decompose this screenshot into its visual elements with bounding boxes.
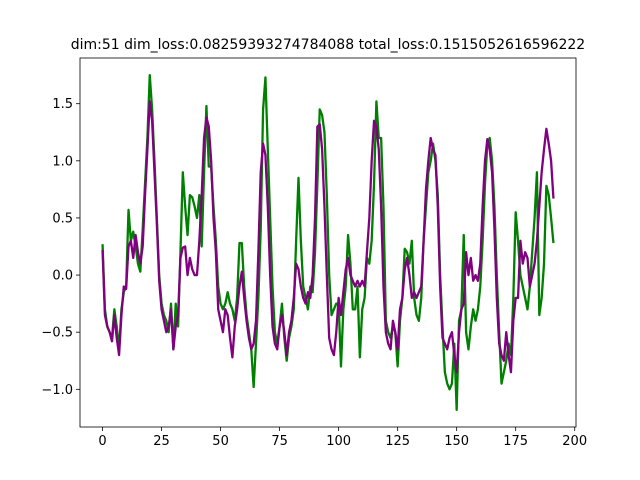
x-tick-label: 0	[98, 434, 106, 449]
x-tick-label: 25	[153, 434, 170, 449]
y-tick-label: 1.0	[52, 154, 73, 169]
y-tick-label: −1.0	[41, 383, 73, 398]
x-tick-label: 75	[271, 434, 288, 449]
series-line	[101, 100, 555, 374]
y-tick-label: −0.5	[41, 326, 73, 341]
x-tick-label: 150	[444, 434, 469, 449]
x-tick-label: 100	[326, 434, 351, 449]
x-tick-label: 200	[562, 434, 587, 449]
y-tick-label: 0.0	[52, 269, 73, 284]
x-tick-label: 175	[503, 434, 528, 449]
y-tick-label: 0.5	[52, 211, 73, 226]
x-tick-label: 50	[212, 434, 229, 449]
series-line	[101, 73, 555, 412]
plot-frame	[79, 57, 577, 428]
chart-title: dim:51 dim_loss:0.08259393274784088 tota…	[71, 37, 585, 53]
x-tick-label: 125	[385, 434, 410, 449]
y-tick-label: 1.5	[52, 97, 73, 112]
